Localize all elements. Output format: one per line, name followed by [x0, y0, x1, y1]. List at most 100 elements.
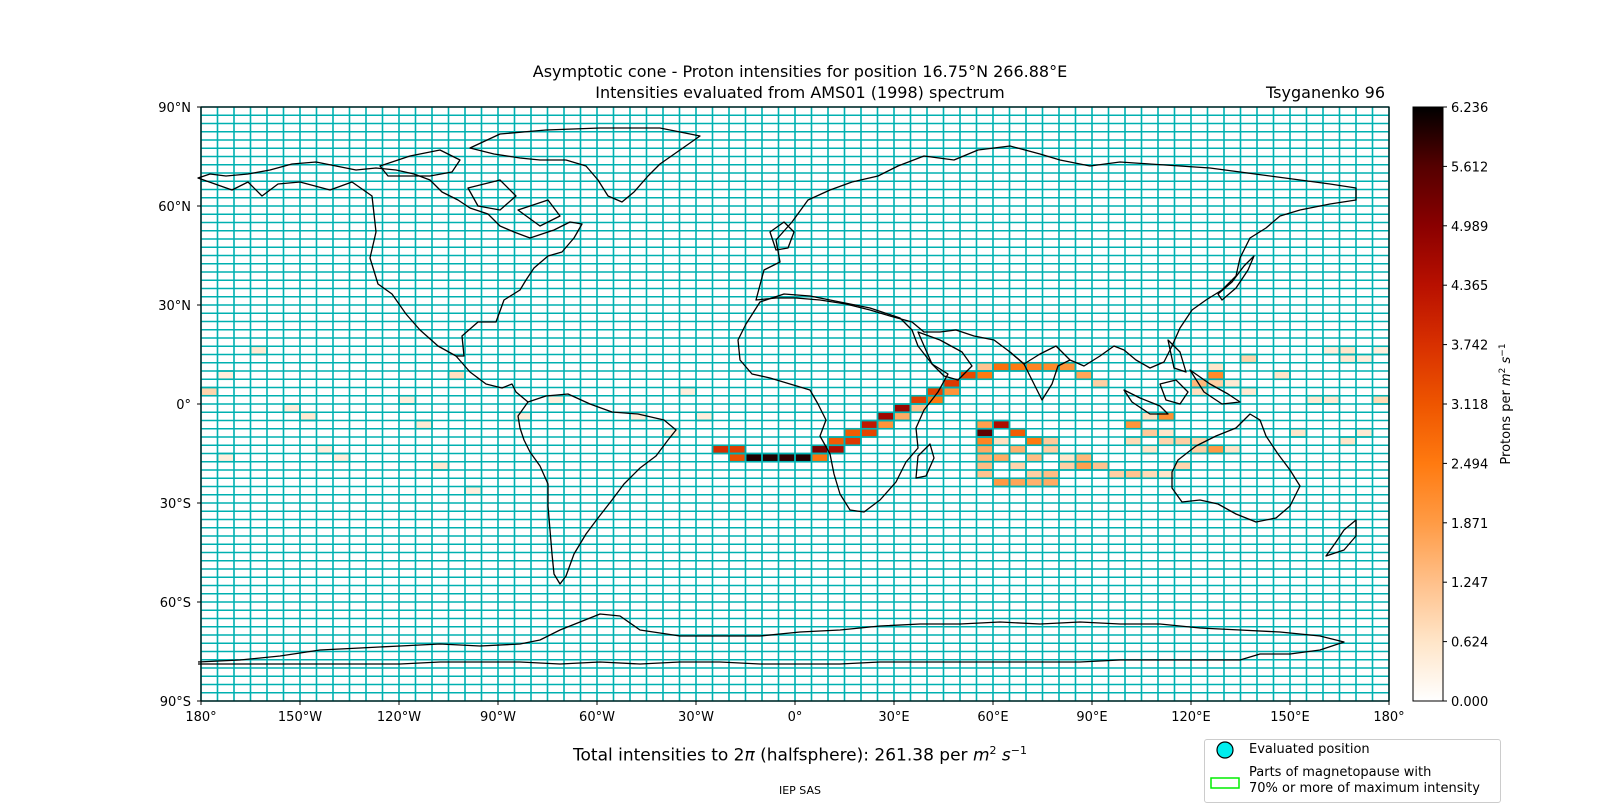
lat-tick-label: 0° — [176, 398, 191, 413]
coastline-uk — [769, 221, 795, 251]
intensity-cell — [1306, 395, 1323, 404]
intensity-cell — [1141, 412, 1158, 421]
lon-tick-label: 180° — [1373, 710, 1404, 725]
intensity-cell — [1356, 428, 1373, 437]
intensity-cell — [712, 445, 729, 454]
intensity-cell-outline — [992, 436, 1011, 447]
intensity-cell — [1207, 371, 1224, 380]
coastline-madagascar — [915, 443, 935, 479]
intensity-cell — [1207, 362, 1224, 371]
intensity-cell — [1323, 346, 1340, 355]
intensity-cell — [300, 412, 317, 421]
intensity-cell — [1158, 437, 1175, 446]
latitude-tick-labels: 90°N 60°N 30°N 0° 30°S 60°S 90°S — [158, 101, 201, 710]
lon-tick-label: 90°W — [480, 710, 516, 725]
intensity-cell — [877, 420, 894, 429]
intensity-cell — [795, 453, 812, 462]
chart-title-line-1: Asymptotic cone - Proton intensities for… — [532, 62, 1068, 81]
intensity-cell — [1059, 362, 1076, 371]
intensity-cell — [1191, 387, 1208, 396]
colorbar-tick-label: 1.871 — [1451, 517, 1488, 532]
intensity-cell-outline — [1239, 353, 1258, 364]
colorbar — [1412, 106, 1444, 702]
intensity-cell-outline — [1355, 427, 1374, 438]
intensity-cell-outline — [1239, 386, 1258, 397]
intensity-cell — [1059, 461, 1076, 470]
lon-tick-label: 180° — [185, 710, 216, 725]
intensity-cell-outline — [1140, 444, 1159, 455]
intensity-cell — [745, 453, 762, 462]
lon-tick-label: 60°W — [579, 710, 615, 725]
coastline-arctic-islands — [379, 149, 561, 227]
colorbar-tick-label: 6.236 — [1451, 101, 1488, 116]
intensity-cell-outline — [1322, 394, 1341, 405]
intensity-cell — [1372, 346, 1389, 355]
intensity-cell-outline — [975, 469, 994, 480]
intensity-cell — [1042, 437, 1059, 446]
intensity-cell-outline — [299, 411, 318, 422]
intensity-cell — [1191, 437, 1208, 446]
intensity-cell — [811, 453, 828, 462]
lon-tick-label: 90°E — [1076, 710, 1107, 725]
intensity-cell — [1224, 379, 1241, 388]
intensity-cell — [844, 437, 861, 446]
intensity-cell-outline — [1124, 419, 1143, 430]
intensity-cell-outline — [431, 460, 450, 471]
intensity-cell — [448, 371, 465, 380]
coastline-india — [1009, 351, 1071, 401]
intensity-cell-outline — [1289, 427, 1308, 438]
footer-credit: IEP SAS — [778, 784, 822, 797]
intensity-cell — [1372, 395, 1389, 404]
intensity-cell — [432, 461, 449, 470]
intensity-cell — [283, 404, 300, 413]
intensity-cell — [1009, 362, 1026, 371]
intensity-cell — [1026, 470, 1043, 479]
intensity-cell — [1141, 470, 1158, 479]
intensity-cell-outline — [513, 411, 532, 422]
intensity-cell — [828, 445, 845, 454]
intensity-cell-outline — [1025, 452, 1044, 463]
intensity-cell-outline — [992, 452, 1011, 463]
intensity-cell-outline — [992, 419, 1011, 430]
lon-tick-label: 0° — [788, 710, 803, 725]
legend-evaluated-position: Evaluated position — [1249, 742, 1370, 757]
intensity-cell — [894, 404, 911, 413]
intensity-cell — [316, 445, 333, 454]
intensity-cell — [1141, 445, 1158, 454]
intensity-cell — [1092, 461, 1109, 470]
total-intensity-text: Total intensities to 2π (halfsphere): 26… — [573, 744, 1027, 766]
intensity-cell-outline — [1008, 427, 1027, 438]
intensity-cell — [729, 445, 746, 454]
intensity-cell-outline — [1355, 353, 1374, 364]
intensity-cell — [1075, 461, 1092, 470]
intensity-cell — [729, 453, 746, 462]
intensity-cell — [1158, 428, 1175, 437]
intensity-cell — [217, 453, 234, 462]
intensity-cell — [1240, 387, 1257, 396]
intensity-cell-outline — [860, 427, 879, 438]
intensity-cell — [201, 387, 218, 396]
intensity-cell-outline — [662, 427, 681, 438]
intensity-cell-outline — [1223, 378, 1242, 389]
intensity-cell — [976, 461, 993, 470]
coastline-australia — [1171, 413, 1301, 523]
intensity-cell — [465, 486, 482, 495]
legend-markers — [1210, 741, 1240, 789]
intensity-cell — [1125, 437, 1142, 446]
intensity-cell — [1125, 420, 1142, 429]
intensity-cell — [1075, 371, 1092, 380]
intensity-cell-outline — [1008, 460, 1027, 471]
asymptotic-grid-layer — [200, 106, 1390, 702]
intensity-cell — [1075, 453, 1092, 462]
intensity-cell — [630, 412, 647, 421]
coastline-south-america — [517, 393, 677, 585]
intensity-cell — [844, 428, 861, 437]
intensity-cell-outline — [1091, 378, 1110, 389]
intensity-cell-outline — [414, 419, 433, 430]
colorbar-tick-label: 4.365 — [1451, 279, 1488, 294]
intensity-cell — [976, 445, 993, 454]
intensity-cell — [861, 420, 878, 429]
intensity-cell — [333, 453, 350, 462]
intensity-cell-outline — [1338, 436, 1357, 447]
lon-tick-label: 30°W — [678, 710, 714, 725]
